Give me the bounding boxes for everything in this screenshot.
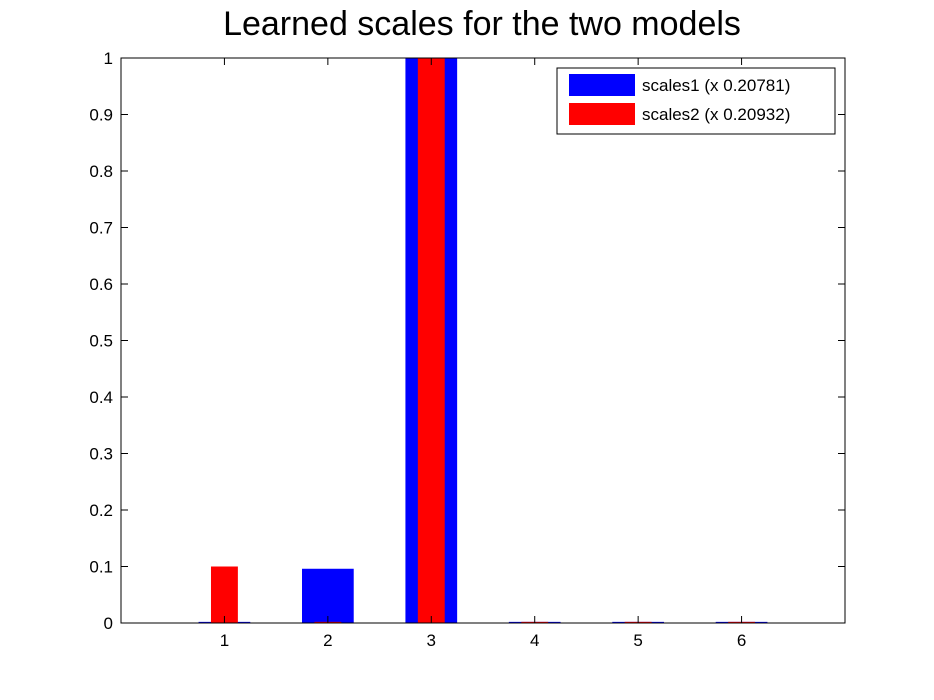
x-tick-label: 4 [530,631,539,650]
bar-2-1 [210,566,238,623]
legend-swatch-1 [569,74,635,96]
bar-2-3 [417,58,445,623]
y-tick-label: 0.8 [89,162,113,181]
y-tick-label: 0.7 [89,219,113,238]
y-tick-label: 1 [104,49,113,68]
bar-1-2 [302,568,354,623]
y-tick-label: 0.9 [89,106,113,125]
legend-swatch-2 [569,103,635,125]
x-tick-label: 3 [427,631,436,650]
plot-area [121,58,845,623]
x-axis: 1 2 3 4 5 6 [220,58,746,650]
y-tick-label: 0 [104,614,113,633]
y-tick-label: 0.3 [89,445,113,464]
x-tick-label: 1 [220,631,229,650]
x-tick-label: 5 [633,631,642,650]
legend-label-1: scales1 (x 0.20781) [642,76,790,95]
chart-title: Learned scales for the two models [223,5,741,43]
legend: scales1 (x 0.20781) scales2 (x 0.20932) [556,67,836,135]
y-tick-label: 0.2 [89,501,113,520]
y-tick-label: 0.5 [89,332,113,351]
y-tick-label: 0.6 [89,275,113,294]
y-axis: 0 0.1 0.2 0.3 0.4 0.5 0.6 0.7 0.8 0.9 1 [89,49,845,633]
y-tick-label: 0.1 [89,558,113,577]
x-tick-label: 6 [737,631,746,650]
x-tick-label: 2 [323,631,332,650]
bars-layer [198,58,768,623]
legend-label-2: scales2 (x 0.20932) [642,105,790,124]
y-tick-label: 0.4 [89,388,113,407]
